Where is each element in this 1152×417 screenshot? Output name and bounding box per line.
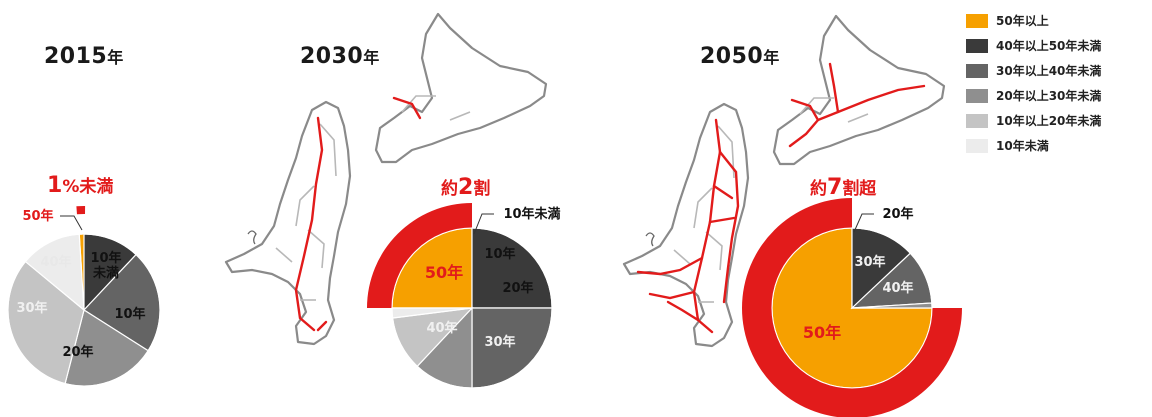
map-road [705, 231, 723, 271]
map-road-50yr [648, 290, 696, 300]
legend-item: 50年以上 [966, 8, 1152, 33]
map-road [275, 247, 293, 263]
slice-label-2030-3: 20年 [502, 280, 533, 296]
leader-line-20 [853, 213, 874, 233]
legend-swatch [966, 113, 988, 128]
year-title-2015: 2015年 [44, 44, 124, 69]
headline-2050: 約7割超 [810, 175, 877, 200]
legend-label: 30年以上40年未満 [996, 64, 1102, 78]
map-road [717, 125, 735, 179]
legend-swatch [966, 88, 988, 103]
legend-item: 10年未満 [966, 133, 1152, 158]
map-road [295, 185, 315, 227]
legend-item: 20年以上30年未満 [966, 83, 1152, 108]
leader-line-u10 [473, 213, 494, 235]
legend-label: 50年以上 [996, 14, 1049, 28]
map-road [799, 97, 834, 115]
slice-label-2015-5: 10年未満 [90, 250, 121, 281]
highlight-ring-2030 [367, 203, 472, 308]
map-road-50yr [788, 118, 820, 148]
headline-2015: 1%未満 [47, 173, 114, 198]
map-road-50yr [692, 118, 722, 334]
pie-chart-1: 50年 40年 30年 20年 10年 10年未満 [367, 203, 561, 389]
highlight-ring-2015 [76, 206, 86, 215]
slice-label-2030-5: 10年未満 [503, 206, 560, 222]
headline-2030: 約2割 [441, 175, 491, 200]
legend-item: 10年以上20年未満 [966, 108, 1152, 133]
leader-line-50 [60, 215, 83, 231]
legend-item: 40年以上50年未満 [966, 33, 1152, 58]
map-road-50yr [392, 96, 422, 120]
maps-layer [224, 12, 946, 348]
legend-label: 10年未満 [996, 139, 1049, 153]
map-road-50yr [294, 116, 324, 332]
slice-label-2050-3: 20年 [882, 206, 913, 222]
legend: 50年以上 40年以上50年未満 30年以上40年未満 20年以上30年未満 10年以上… [966, 8, 1152, 158]
map-road [401, 95, 436, 113]
slice-label-2015-2: 30年 [16, 300, 47, 316]
year-title-2030: 2030年 [300, 44, 380, 69]
slice-label-2030-0: 50年 [425, 263, 463, 282]
map-honshu [622, 102, 750, 348]
pie-outline [771, 227, 933, 389]
year-title-2050: 2050年 [700, 44, 780, 69]
slice-label-2050-2: 30年 [854, 254, 885, 270]
slice-label-2050-1: 40年 [882, 280, 913, 296]
legend-swatch [966, 63, 988, 78]
legend-label: 40年以上50年未満 [996, 39, 1102, 53]
legend-swatch [966, 138, 988, 153]
map-road-50yr [718, 150, 740, 304]
map-road [673, 249, 691, 265]
legend-swatch [966, 13, 988, 28]
legend-swatch [966, 38, 988, 53]
slice-label-2030-2: 30年 [484, 334, 515, 350]
map-road [319, 123, 337, 177]
map-island [645, 232, 655, 247]
map-hokkaido [772, 14, 946, 166]
slice-label-2015-4: 10年 [114, 306, 145, 322]
map-road [449, 111, 471, 121]
map-2050 [622, 14, 946, 348]
map-road [693, 187, 713, 229]
slice-label-2015-3: 20年 [62, 344, 93, 360]
legend-label: 20年以上30年未満 [996, 89, 1102, 103]
map-road [307, 229, 325, 269]
map-road-50yr [708, 216, 736, 224]
pies-layer: 50年 40年 30年 20年 10年 10年未満 50年 40年 30年 20年 10年 10年未満… [7, 198, 962, 417]
slice-label-2030-4: 10年 [484, 246, 515, 262]
map-road-50yr [828, 62, 840, 114]
map-road-50yr [636, 256, 704, 276]
map-road-50yr [666, 300, 700, 322]
pie-chart-0: 50年 40年 30年 20年 10年 10年未満 [7, 206, 161, 387]
slice-label-2030-1: 40年 [426, 320, 457, 336]
map-honshu [224, 100, 352, 346]
legend-item: 30年以上40年未満 [966, 58, 1152, 83]
pie-outline [391, 227, 553, 389]
slice-label-2015-0: 50年 [22, 208, 53, 224]
map-road-50yr [712, 184, 734, 200]
map-road-50yr [316, 320, 328, 332]
slice-label-2015-1: 40年 [40, 254, 71, 270]
pie-outline [7, 233, 161, 387]
map-island [247, 230, 257, 245]
pie-slice-2030-1 [471, 227, 553, 309]
pie-chart-2: 50年 40年 30年 20年 [742, 198, 962, 417]
legend-label: 10年以上20年未満 [996, 114, 1102, 128]
map-road [847, 113, 869, 123]
slice-label-2050-0: 50年 [803, 323, 841, 342]
map-hokkaido [374, 12, 548, 164]
map-2030 [224, 12, 548, 346]
